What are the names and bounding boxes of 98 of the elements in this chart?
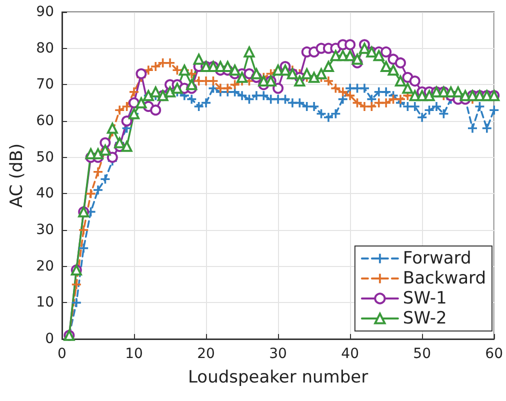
point [410, 102, 420, 111]
point [115, 106, 124, 115]
point [250, 68, 262, 80]
point [344, 39, 356, 50]
point [194, 102, 204, 111]
x-tick-label: 60 [485, 346, 504, 362]
point [324, 112, 333, 122]
x-tick-label: 20 [197, 346, 215, 362]
y-tick-label: 0 [45, 331, 54, 347]
point [338, 87, 348, 96]
point [151, 62, 160, 71]
point [294, 76, 306, 87]
point [121, 140, 132, 152]
point [94, 167, 103, 176]
legend-label: Forward [402, 248, 472, 268]
point [310, 102, 319, 111]
point [106, 152, 118, 163]
point [222, 61, 234, 72]
point [202, 98, 211, 108]
point [468, 124, 477, 133]
y-tick-label: 40 [36, 186, 54, 202]
point [223, 84, 232, 93]
y-tick-label: 90 [36, 4, 54, 20]
point [236, 72, 248, 83]
point [409, 76, 420, 87]
point [367, 102, 376, 111]
y-tick-label: 20 [36, 258, 54, 274]
point [388, 64, 399, 76]
point [316, 68, 327, 80]
x-tick-label: 30 [269, 346, 287, 362]
point [193, 54, 204, 65]
point [230, 87, 240, 96]
x-tick-label: 10 [125, 346, 143, 362]
y-tick-label: 60 [36, 113, 54, 129]
point [432, 102, 441, 111]
point [259, 91, 268, 100]
point [208, 76, 218, 86]
point [360, 84, 369, 93]
x-tick-label: 0 [58, 346, 66, 362]
x-tick-label: 40 [341, 346, 359, 362]
point [424, 106, 434, 115]
point [72, 280, 81, 289]
point [187, 94, 196, 104]
point [394, 76, 406, 87]
y-tick-label: 70 [36, 76, 54, 93]
point [482, 124, 492, 133]
point [330, 50, 342, 62]
point [272, 82, 284, 94]
x-tick-label: 50 [413, 346, 431, 362]
point [352, 54, 363, 65]
y-tick-label: 10 [36, 294, 54, 311]
point [475, 102, 484, 111]
point [94, 186, 103, 195]
point [394, 57, 406, 68]
point [382, 87, 391, 96]
point [346, 91, 355, 100]
point [100, 174, 110, 184]
legend-label: Backward [402, 268, 486, 288]
point [382, 98, 391, 108]
x-axis-title: Loudspeaker number [188, 368, 368, 388]
point [150, 86, 162, 98]
legend-label: SW-1 [402, 288, 447, 308]
point [380, 61, 392, 72]
legend-label: SW-2 [402, 308, 447, 328]
point [424, 90, 435, 102]
point [150, 104, 162, 116]
point [79, 226, 88, 234]
point [324, 76, 333, 86]
point [490, 106, 499, 115]
point [416, 90, 428, 102]
point [238, 91, 247, 100]
point [358, 42, 370, 54]
point [121, 116, 132, 126]
point [166, 58, 175, 68]
point [172, 82, 183, 94]
point [136, 68, 147, 80]
point [396, 94, 405, 104]
point [79, 244, 88, 253]
y-tick-label: 30 [36, 222, 54, 238]
point [92, 148, 104, 160]
point [130, 87, 139, 96]
point [186, 79, 198, 90]
point [144, 66, 153, 75]
point [380, 46, 392, 58]
y-tick-label: 50 [36, 149, 54, 166]
point [373, 50, 384, 62]
point [244, 46, 255, 58]
point [301, 68, 312, 80]
y-axis-title: AC (dB) [6, 143, 27, 208]
point [322, 61, 334, 72]
point [418, 112, 427, 122]
point [72, 298, 81, 308]
point [452, 86, 464, 98]
y-tick-label: 80 [36, 40, 54, 56]
point [344, 50, 356, 62]
point [402, 82, 414, 94]
point [106, 122, 118, 134]
point [229, 64, 240, 76]
